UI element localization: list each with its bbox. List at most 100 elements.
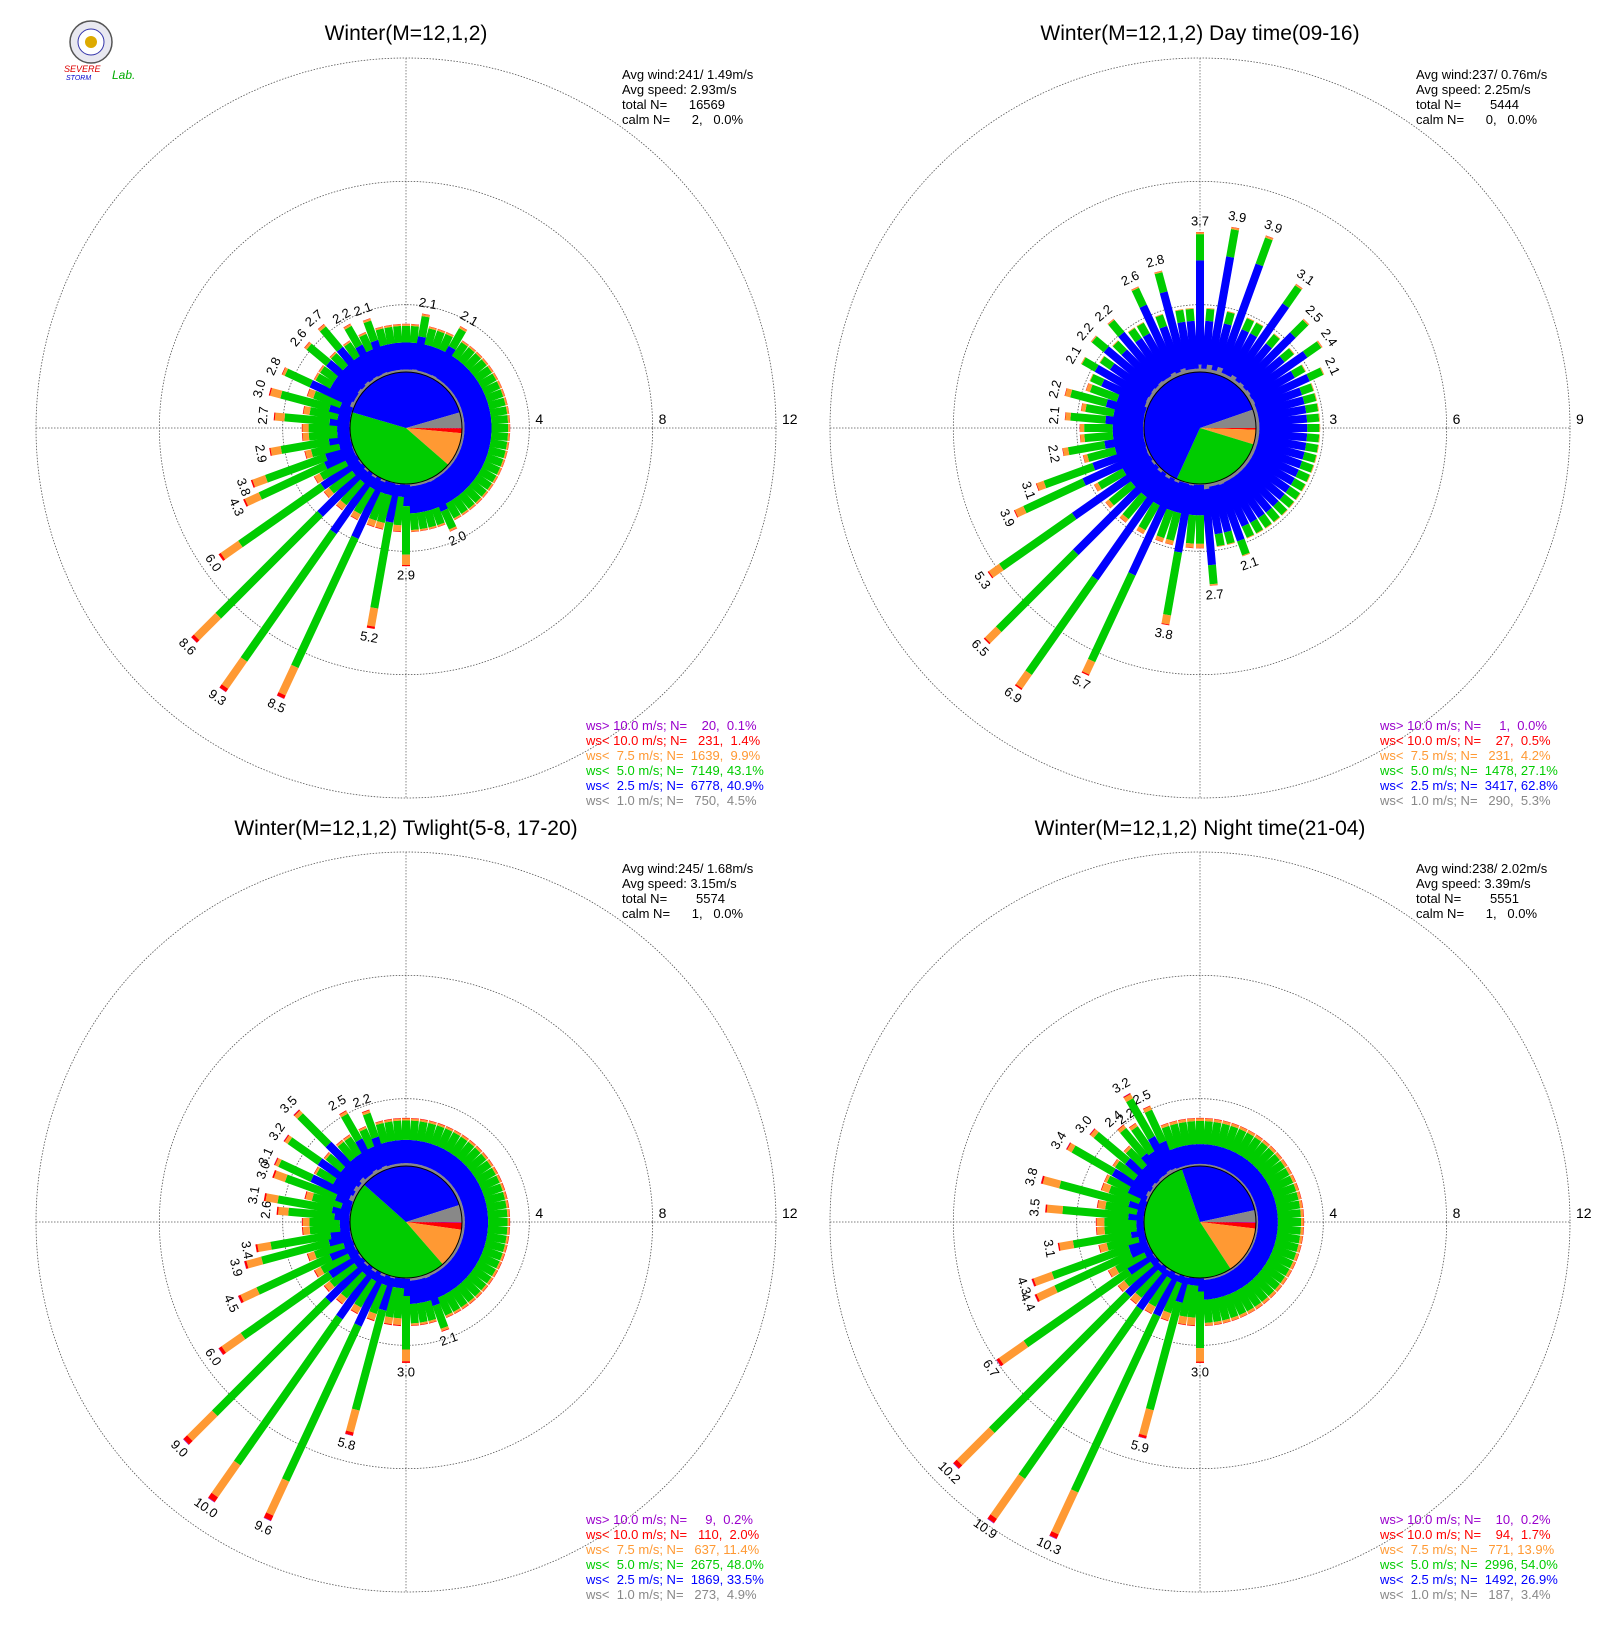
bar-segment (1089, 384, 1120, 402)
bar-segment (988, 1291, 1131, 1434)
bar-dir-10 (411, 1118, 429, 1168)
bar-segment (457, 388, 486, 407)
bar-segment (987, 1514, 997, 1523)
bar-segment (412, 484, 425, 513)
bar-segment (1082, 658, 1096, 675)
bar-segment (355, 344, 380, 379)
bar-segment (1156, 1262, 1167, 1274)
bar-label: 3.0 (250, 378, 269, 399)
bar-segment (1145, 394, 1154, 404)
bar-segment (1155, 314, 1168, 329)
bar-segment (1304, 442, 1319, 453)
bar-segment (1166, 1168, 1176, 1176)
bar-segment (1185, 1276, 1195, 1286)
bar-segment (1251, 403, 1258, 413)
bar-segment (1274, 1238, 1299, 1253)
bar-segment (276, 692, 286, 699)
bar-segment (416, 511, 428, 530)
legend-entry: ws< 5.0 m/s; N= 2675, 48.0% (585, 1557, 764, 1572)
bar-segment (1252, 373, 1310, 407)
pie-chart (349, 371, 463, 485)
bar-segment (1246, 452, 1254, 462)
pie-slice (406, 428, 462, 434)
bar-segment (1228, 471, 1238, 479)
bar-segment (486, 1159, 494, 1168)
bar-segment (1285, 486, 1301, 500)
bar-dir-110 (1251, 1237, 1300, 1262)
bar-segment (1243, 456, 1251, 466)
bar-segment (486, 1276, 494, 1285)
bar-segment (1215, 479, 1225, 486)
pie-slice (1144, 372, 1253, 479)
bar-segment (1235, 1132, 1254, 1157)
bar-segment (1129, 1123, 1138, 1131)
bar-segment (1188, 484, 1200, 516)
bar-segment (427, 1273, 445, 1299)
bar-segment (1081, 403, 1087, 412)
bar-dir-295 (1089, 373, 1151, 408)
bar-segment (328, 469, 356, 494)
bar-segment (256, 1253, 333, 1295)
bar-dir-295 (273, 1157, 357, 1202)
bar-segment (1124, 1260, 1162, 1298)
legend-entry: ws< 1.0 m/s; N= 290, 5.3% (1379, 793, 1551, 808)
bar-segment (1239, 1311, 1248, 1318)
bar-segment (1165, 538, 1174, 545)
bar-segment (481, 358, 489, 366)
bar-segment (496, 380, 502, 389)
bar-segment (478, 467, 497, 483)
panel-title: Winter(M=12,1,2) Day time(09-16) (1040, 22, 1359, 45)
bar-segment (1091, 336, 1109, 353)
bar-dir-130 (446, 460, 489, 499)
bar-segment (1261, 1160, 1286, 1181)
bar-segment (341, 1113, 363, 1143)
bar-label: 3.9 (1262, 216, 1284, 236)
bar-segment (314, 1166, 321, 1175)
bar-dir-140 (1232, 1262, 1270, 1305)
bar-segment (1166, 511, 1182, 541)
bar-segment (416, 1302, 428, 1323)
bar-segment (1306, 367, 1324, 382)
bar-segment (462, 434, 491, 447)
stats-line: calm N= 2, 0.0% (622, 112, 743, 127)
bar-dir-15 (416, 1120, 437, 1169)
bar-segment (1093, 1131, 1131, 1165)
bar-dir-65 (1249, 367, 1325, 408)
bar-segment (1178, 1121, 1191, 1147)
bar-segment (344, 342, 361, 361)
bar-segment (445, 500, 461, 519)
bar-segment (1072, 1230, 1132, 1249)
bar-segment (423, 1300, 437, 1322)
bar-segment (427, 348, 446, 377)
bar-segment (484, 1191, 506, 1205)
bar-segment (1144, 1109, 1167, 1144)
bar-segment (1210, 369, 1220, 375)
bar-segment (1288, 347, 1295, 355)
bar-segment (983, 637, 991, 645)
bar-segment (1222, 1125, 1239, 1151)
bar-segment (1220, 477, 1229, 484)
pie-slice (406, 1205, 462, 1222)
bar-segment (995, 549, 1079, 633)
bar-dir-235 (987, 456, 1157, 579)
bar-segment (1108, 1185, 1142, 1204)
bar-dir-160 (421, 1273, 450, 1332)
bar-segment (1099, 1242, 1109, 1253)
bar-dir-300 (1065, 1142, 1154, 1198)
bar-segment (1216, 1296, 1231, 1321)
bar-segment (343, 340, 351, 347)
bar-segment (461, 1196, 487, 1211)
pie-slice (406, 428, 462, 465)
bar-segment (344, 325, 363, 349)
bar-segment (461, 509, 469, 516)
bar-segment (1106, 1175, 1132, 1193)
bar-segment (461, 402, 490, 417)
bar-segment (1258, 414, 1308, 427)
bar-segment (1087, 446, 1117, 462)
bar-segment (417, 344, 432, 373)
bar-dir-280 (1080, 403, 1146, 423)
bar-label: 2.7 (1205, 586, 1224, 603)
bar-segment (1117, 1125, 1127, 1133)
bar-segment (427, 1145, 445, 1171)
bar-segment (278, 664, 299, 696)
